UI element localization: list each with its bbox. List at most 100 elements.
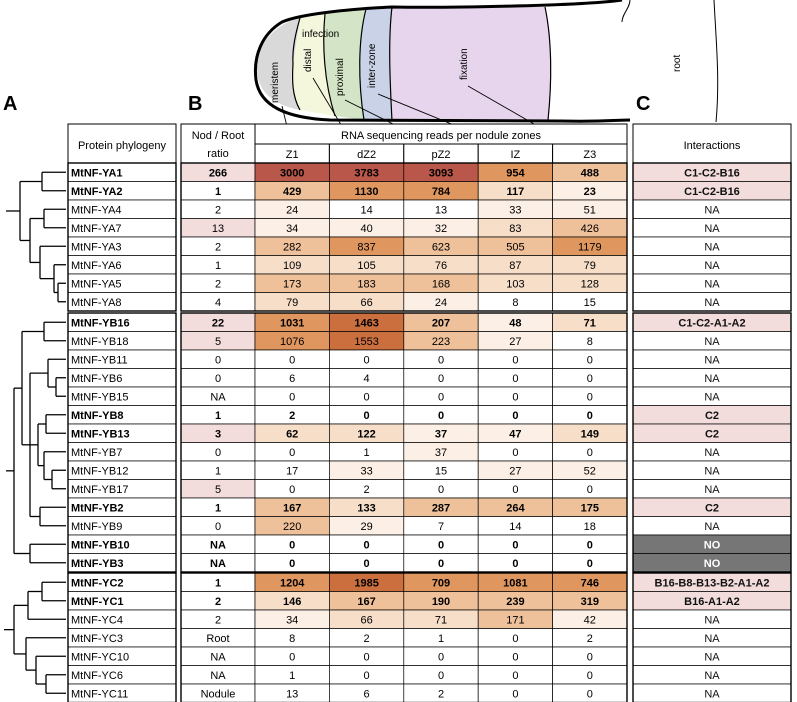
expression-value: 0	[512, 633, 518, 645]
expression-value: 34	[286, 614, 298, 626]
panel-label-a: A	[3, 93, 17, 115]
protein-name: MtNF-YB16	[71, 317, 130, 329]
expression-value: 0	[512, 484, 518, 496]
expression-value: 0	[438, 410, 444, 422]
group-nf-yb: MtNF-YB16 22 1031 1463 207 48 71 C1-C2-A1-A2MtN…	[67, 312, 792, 573]
expression-value: 0	[438, 558, 444, 570]
interaction-value: NA	[704, 241, 720, 253]
protein-name: MtNF-YA5	[71, 278, 122, 290]
expression-value: 505	[506, 241, 524, 253]
nodule-schematic: meristem distal proximal inter-zone fixa…	[253, 0, 719, 144]
expression-value: 7	[438, 521, 444, 533]
table-row: MtNF-YB3 NA 0 0 0 0 0 NO	[67, 553, 792, 573]
expression-value: 0	[438, 354, 444, 366]
interaction-value: C1-C2-B16	[684, 167, 740, 179]
expression-value: 0	[512, 539, 518, 551]
root-outline-right	[713, 0, 719, 123]
expression-value: 0	[364, 670, 370, 682]
table-row: MtNF-YC3 Root 8 2 1 0 2 NA	[67, 628, 792, 648]
zone-label-fixation: fixation	[459, 48, 470, 80]
group-border	[632, 572, 792, 702]
expression-value: 27	[509, 465, 521, 477]
expression-value: 0	[364, 410, 370, 422]
nodule-outline	[253, 0, 631, 123]
expression-value: 282	[283, 241, 301, 253]
ratio-value: 2	[215, 241, 221, 253]
expression-value: 429	[283, 186, 301, 198]
protein-name: MtNF-YB3	[71, 558, 124, 570]
expression-value: 1463	[354, 317, 378, 329]
expression-value: 0	[512, 354, 518, 366]
ratio-header-box	[180, 123, 256, 165]
expression-value: 48	[509, 317, 521, 329]
expression-value: 18	[584, 521, 596, 533]
expression-value: 0	[587, 391, 593, 403]
expression-value: 76	[435, 260, 447, 272]
ratio-value: 2	[215, 596, 221, 608]
data-rows: MtNF-YA1 266 3000 3783 3093 954 488 C1-C2-B16Mt…	[67, 162, 792, 702]
expression-value: 837	[357, 241, 375, 253]
expression-value: 40	[360, 223, 372, 235]
protein-name: MtNF-YC6	[71, 670, 123, 682]
table-row: MtNF-YC4 2 34 66 71 171 42 NA	[67, 609, 792, 629]
protein-name: MtNF-YA1	[71, 167, 123, 179]
ratio-value: 1	[215, 260, 221, 272]
table-row: MtNF-YC1 2 146 167 190 239 319 B16-A1-A2	[67, 591, 792, 611]
expression-value: 117	[507, 186, 525, 198]
protein-name: MtNF-YC3	[71, 633, 123, 645]
expression-value: 1553	[354, 336, 378, 348]
protein-name: MtNF-YC11	[71, 688, 128, 700]
interaction-value: NA	[704, 297, 720, 309]
expression-value: 71	[435, 614, 447, 626]
expression-value: 29	[360, 521, 372, 533]
phylogenetic-trees	[4, 171, 66, 694]
protein-name: MtNF-YA2	[71, 186, 123, 198]
table-row: MtNF-YA5 2 173 183 168 103 128 NA	[67, 273, 792, 293]
expression-value: 0	[364, 558, 370, 570]
region-fixation	[389, 7, 551, 121]
expression-value: 223	[432, 336, 450, 348]
interaction-value: NA	[704, 278, 720, 290]
expression-value: 66	[360, 297, 372, 309]
ratio-header-line2: ratio	[207, 148, 228, 160]
expression-value: 3783	[354, 167, 378, 179]
expression-value: 15	[584, 297, 596, 309]
expression-value: 1	[289, 670, 295, 682]
expression-value: 0	[364, 651, 370, 663]
zone-header-iz: IZ	[511, 149, 521, 161]
table-row: MtNF-YC11 Nodule 13 6 2 0 0 NA	[67, 683, 792, 702]
expression-value: 1204	[280, 577, 305, 589]
interaction-value: C1-C2-A1-A2	[678, 317, 745, 329]
zone-header-pz2: pZ2	[432, 149, 451, 161]
expression-value: 52	[584, 465, 596, 477]
border-interzone	[389, 6, 393, 122]
expression-value: 33	[360, 465, 372, 477]
protein-name: MtNF-YB2	[71, 502, 124, 514]
expression-value: 0	[512, 558, 518, 570]
expression-value: 746	[581, 577, 599, 589]
expression-value: 0	[438, 484, 444, 496]
expression-value: 37	[435, 428, 447, 440]
protein-name: MtNF-YC1	[71, 596, 124, 608]
expression-value: 62	[286, 428, 298, 440]
table-row: MtNF-YC6 NA 1 0 0 0 0 NA	[67, 665, 792, 685]
zone-header-dz2: dZ2	[357, 149, 376, 161]
zone-label-interzone: inter-zone	[367, 43, 378, 88]
expression-value: 71	[584, 317, 596, 329]
expression-value: 0	[587, 484, 593, 496]
group-border	[180, 572, 628, 702]
expression-value: 709	[432, 577, 450, 589]
ratio-value: 1	[215, 502, 221, 514]
table-row: MtNF-YB6 0 6 4 0 0 0 NA	[67, 368, 792, 388]
ratio-value: 4	[215, 297, 221, 309]
expression-value: 105	[357, 260, 375, 272]
label-infection: infection	[302, 29, 339, 40]
expression-value: 83	[509, 223, 521, 235]
table-row: MtNF-YB15 NA 0 0 0 0 0 NA	[67, 386, 792, 406]
expression-value: 784	[432, 186, 451, 198]
expression-value: 24	[286, 204, 298, 216]
expression-value: 173	[283, 278, 301, 290]
border-meristem	[291, 17, 301, 111]
expression-value: 1081	[503, 577, 527, 589]
